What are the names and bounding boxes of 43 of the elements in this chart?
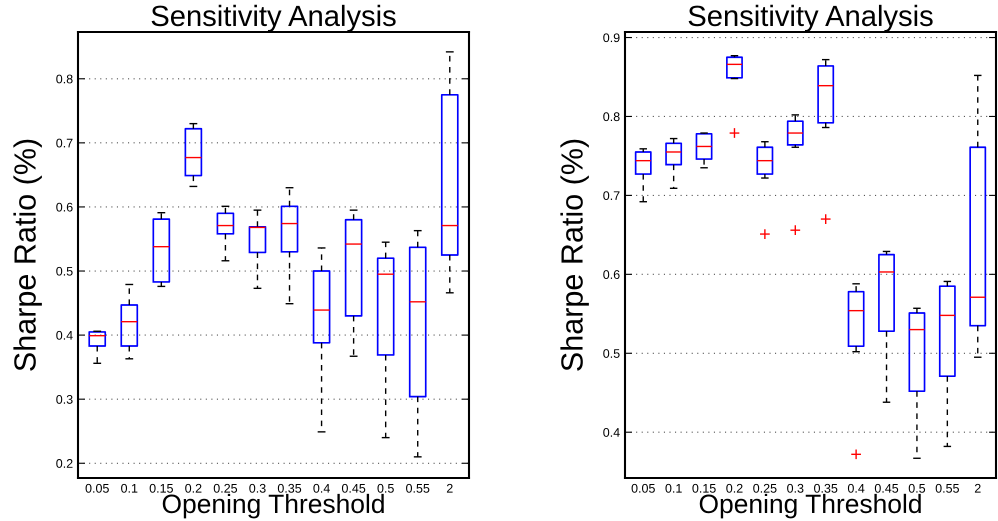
x-tick-label: 0.5 xyxy=(377,484,394,493)
x-tick-label: 0.25 xyxy=(214,484,238,493)
y-tick-label: 0.2 xyxy=(56,459,73,468)
x-tick-label: 0.55 xyxy=(406,484,430,493)
x-tick-label: 0.05 xyxy=(86,484,109,493)
x-tick-label: 0.3 xyxy=(787,484,804,493)
x-tick-label: 2 xyxy=(446,484,453,493)
x-tick-label: 0.5 xyxy=(908,484,926,493)
x-tick-label: 0.25 xyxy=(753,484,777,493)
y-axis-title: Sharpe Ratio (%) xyxy=(560,140,589,371)
x-tick-label: 0.3 xyxy=(249,484,266,493)
y-tick-label: 0.6 xyxy=(603,270,620,279)
x-tick-label: 0.1 xyxy=(665,484,682,493)
x-tick-label: 0.55 xyxy=(936,484,959,493)
y-tick-label: 0.9 xyxy=(603,33,620,42)
y-tick-label: 0.8 xyxy=(56,74,73,84)
x-tick-label: 0.1 xyxy=(121,484,138,493)
x-tick-label: 0.35 xyxy=(814,484,838,493)
x-tick-label: 0.15 xyxy=(150,484,173,493)
y-tick-label: 0.5 xyxy=(603,349,620,358)
chart-title: Sensitivity Analysis xyxy=(152,4,396,32)
x-tick-label: 0.2 xyxy=(185,484,202,493)
x-tick-label: 2 xyxy=(974,484,981,493)
y-tick-label: 0.7 xyxy=(56,138,73,148)
y-tick-label: 0.8 xyxy=(603,112,620,122)
y-tick-label: 0.4 xyxy=(603,428,620,437)
y-tick-label: 0.3 xyxy=(56,394,73,404)
x-tick-label: 0.2 xyxy=(726,484,743,493)
y-tick-label: 0.7 xyxy=(603,191,620,200)
x-tick-label: 0.15 xyxy=(692,484,716,493)
x-tick-label: 0.4 xyxy=(313,484,330,493)
y-tick-label: 0.5 xyxy=(56,266,73,276)
x-tick-label: 0.45 xyxy=(874,484,898,493)
y-tick-label: 0.4 xyxy=(56,330,73,340)
x-tick-label: 0.4 xyxy=(848,484,864,493)
chart-title: Sensitivity Analysis xyxy=(688,4,933,32)
y-axis-title: Sharpe Ratio (%) xyxy=(13,140,42,371)
y-tick-label: 0.6 xyxy=(56,202,73,212)
x-axis-title: Opening Threshold xyxy=(700,494,921,518)
x-tick-label: 0.45 xyxy=(342,484,366,493)
x-axis-title: Opening Threshold xyxy=(162,494,384,518)
x-tick-label: 0.35 xyxy=(278,484,302,493)
x-tick-label: 0.05 xyxy=(632,484,655,493)
